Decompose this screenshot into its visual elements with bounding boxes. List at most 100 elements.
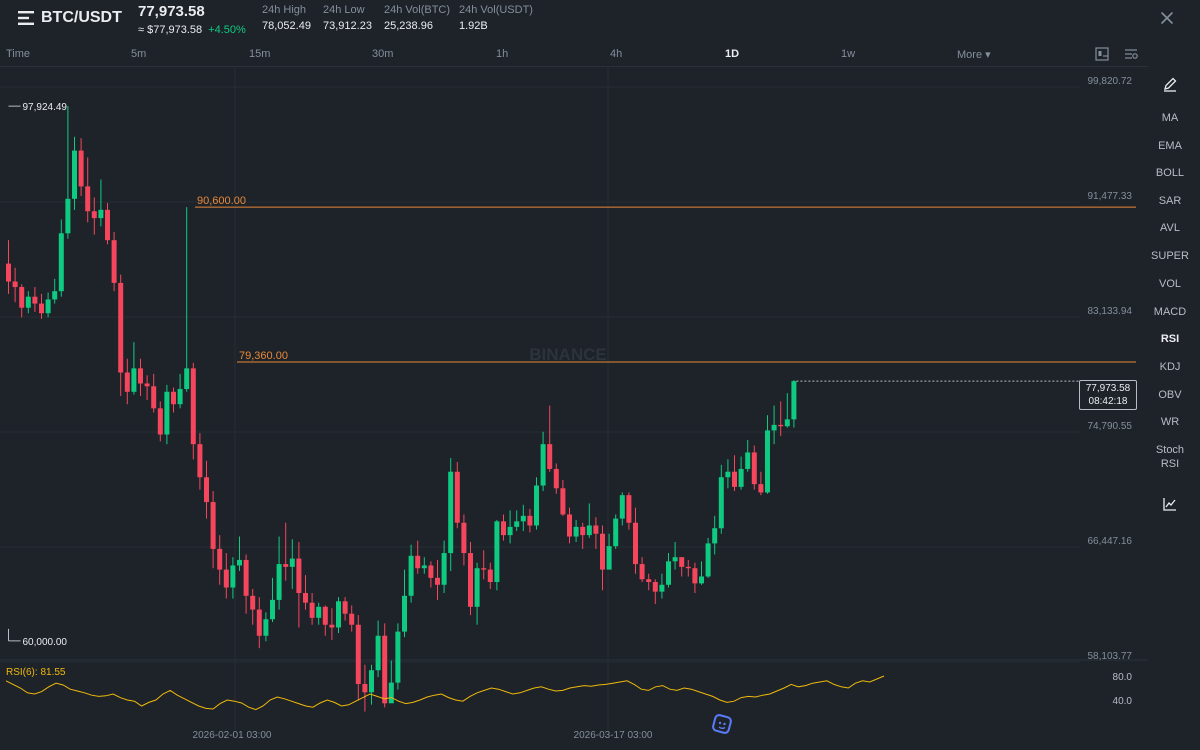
indicator-ma[interactable]: MA: [1161, 112, 1179, 124]
candle-body: [204, 477, 209, 503]
candle-body: [758, 484, 764, 493]
candle-body: [481, 568, 487, 570]
indicator-rsi[interactable]: RSI: [1160, 333, 1180, 345]
candle-body: [666, 561, 671, 585]
rsi-line: [5, 675, 885, 711]
candle-body: [336, 601, 341, 628]
candle-body: [85, 186, 91, 212]
candle-body: [652, 582, 658, 592]
candle-body: [342, 601, 348, 614]
candle-body: [600, 533, 605, 570]
candle-body: [725, 471, 731, 478]
candle-body: [468, 553, 473, 607]
price-subline: ≈ $77,973.58 +4.50%: [138, 24, 246, 36]
pair-title[interactable]: BTC/USDT: [41, 9, 122, 26]
candle-body: [270, 599, 275, 620]
indicator-ema[interactable]: EMA: [1158, 140, 1182, 152]
candle-body: [461, 522, 467, 554]
smiley-icon[interactable]: [710, 712, 734, 736]
price-level-label: 90,600.00: [197, 195, 246, 207]
candle-body: [633, 522, 638, 565]
candle-body: [382, 635, 388, 704]
close-icon[interactable]: [1159, 10, 1175, 26]
candle-body: [745, 452, 751, 469]
tab-1h[interactable]: 1h: [496, 48, 509, 60]
candle-body: [567, 514, 572, 537]
candle-body: [441, 553, 447, 585]
tab-1w[interactable]: 1w: [841, 48, 856, 60]
candle-body: [771, 424, 777, 431]
stat-24h-vol-btc: 24h Vol(BTC) 25,238.96: [384, 4, 450, 32]
candle-body: [6, 263, 11, 282]
candle-body: [118, 282, 124, 373]
candle-body: [415, 555, 421, 569]
candle-body: [751, 452, 757, 485]
candle-body: [784, 419, 790, 427]
candle-body: [732, 471, 737, 487]
tab-time[interactable]: Time: [6, 48, 31, 60]
candle-body: [19, 287, 25, 308]
candle-countdown: 08:42:18: [1088, 396, 1128, 407]
stat-24h-vol-usdt: 24h Vol(USDT) 1.92B: [459, 4, 533, 32]
candle-body: [171, 391, 176, 405]
rsi-tick-label: 40.0: [1113, 696, 1133, 707]
candlestick-chart[interactable]: BINANCE 99,820.72 91,477.33 83,133.94 74,79…: [0, 66, 1148, 750]
candle-body: [712, 528, 718, 544]
candle-body: [289, 558, 295, 567]
stat-value: 78,052.49: [262, 20, 311, 32]
current-price-label: 77,973.58 08:42:18: [1079, 380, 1137, 410]
candle-body: [78, 150, 84, 187]
candle-body: [25, 296, 31, 308]
last-price: 77,973.58: [138, 3, 205, 20]
line-chart-icon[interactable]: [1162, 496, 1178, 512]
indicator-kdj[interactable]: KDJ: [1159, 361, 1181, 373]
stat-label: 24h Low: [323, 4, 365, 16]
x-axis: 2026-02-01 03:00 2026-03-17 03:00: [193, 730, 653, 741]
price-level-label: 79,360.00: [239, 350, 288, 362]
tab-5m[interactable]: 5m: [131, 48, 147, 60]
candle-body: [593, 525, 599, 534]
candle-body: [765, 430, 770, 493]
y-tick-label: 83,133.94: [1088, 306, 1133, 317]
candle-body: [435, 577, 440, 585]
candle-body: [223, 569, 229, 588]
indicator-sar[interactable]: SAR: [1158, 195, 1182, 207]
candle-body: [553, 468, 559, 489]
candle-body: [606, 546, 612, 570]
rsi-panel: 80.0 40.0: [5, 672, 1133, 711]
menu-icon[interactable]: [18, 11, 34, 25]
chart-type-icon[interactable]: [1095, 47, 1109, 61]
indicator-vol[interactable]: VOL: [1158, 278, 1181, 290]
tab-4h[interactable]: 4h: [610, 48, 623, 60]
candle-body: [230, 565, 236, 588]
candle-body: [276, 564, 282, 600]
candle-body: [375, 635, 381, 671]
stat-label: 24h High: [262, 4, 307, 16]
tab-more[interactable]: More ▾: [957, 49, 991, 61]
indicator-avl[interactable]: AVL: [1160, 222, 1180, 234]
candle-body: [32, 296, 38, 304]
pencil-icon[interactable]: [1162, 76, 1178, 92]
indicator-stoch-rsi[interactable]: Stoch RSI: [1155, 444, 1185, 470]
candle-body: [692, 568, 698, 584]
candle-body: [699, 576, 704, 584]
candle-body: [520, 515, 526, 522]
candle-body: [243, 559, 249, 596]
tab-30m[interactable]: 30m: [372, 48, 394, 60]
indicator-super[interactable]: SUPER: [1151, 250, 1189, 262]
price-usd: ≈ $77,973.58: [138, 24, 203, 36]
candle-body: [705, 543, 711, 577]
candle-body: [540, 444, 546, 486]
tab-1d[interactable]: 1D: [725, 48, 740, 60]
candle-body: [39, 303, 44, 314]
candle-body: [626, 495, 632, 523]
indicator-obv[interactable]: OBV: [1158, 389, 1182, 401]
indicator-wr[interactable]: WR: [1160, 416, 1180, 428]
candle-body: [111, 240, 117, 283]
candle-body: [514, 521, 520, 527]
indicator-boll[interactable]: BOLL: [1155, 167, 1185, 179]
tab-15m[interactable]: 15m: [249, 48, 271, 60]
price-levels: 90,600.00 79,360.00: [195, 195, 1136, 363]
settings-icon[interactable]: [1124, 47, 1138, 61]
indicator-macd[interactable]: MACD: [1153, 306, 1187, 318]
